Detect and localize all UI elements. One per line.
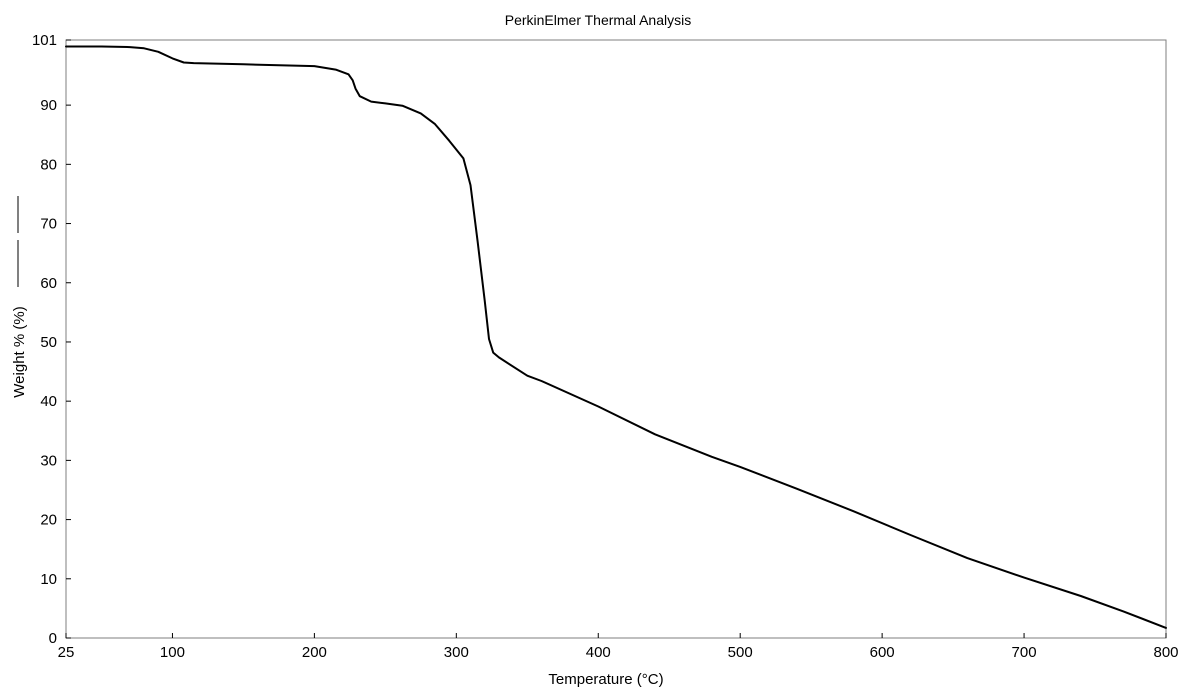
y-tick-label: 0: [49, 630, 57, 647]
x-tick-label: 500: [728, 644, 753, 661]
weight-curve-0: [65, 45, 1167, 629]
y-tick-label: 30: [40, 452, 57, 469]
y-axis-title: Weight % (%): [11, 306, 28, 397]
y-tick-label: 10: [40, 571, 57, 588]
y-tick-label: 101: [32, 32, 57, 49]
x-axis: 25 100 200 300 400 500 600 700 800: [58, 633, 1179, 661]
x-tick-label: 700: [1012, 644, 1037, 661]
plot-frame: [65, 39, 1167, 639]
y-tick-label: 90: [40, 97, 57, 114]
y-tick-label: 70: [40, 216, 57, 233]
y-tick-label: 60: [40, 275, 57, 292]
y-tick-label: 40: [40, 393, 57, 410]
x-axis-title: Temperature (°C): [548, 671, 663, 688]
y-tick-label: 50: [40, 334, 57, 351]
y-tick-label: 80: [40, 156, 57, 173]
y-axis: 0 10 20 30 40 50 60 70 80 90 101: [32, 32, 71, 647]
x-tick-label: 300: [444, 644, 469, 661]
chart-title: PerkinElmer Thermal Analysis: [505, 12, 691, 28]
x-tick-label: 800: [1153, 644, 1178, 661]
x-tick-label: 400: [586, 644, 611, 661]
series-layer: [65, 45, 1167, 629]
x-tick-label: 200: [302, 644, 327, 661]
x-tick-label: 600: [870, 644, 895, 661]
x-tick-label: 25: [58, 644, 75, 661]
x-tick-label: 100: [160, 644, 185, 661]
y-tick-label: 20: [40, 512, 57, 529]
